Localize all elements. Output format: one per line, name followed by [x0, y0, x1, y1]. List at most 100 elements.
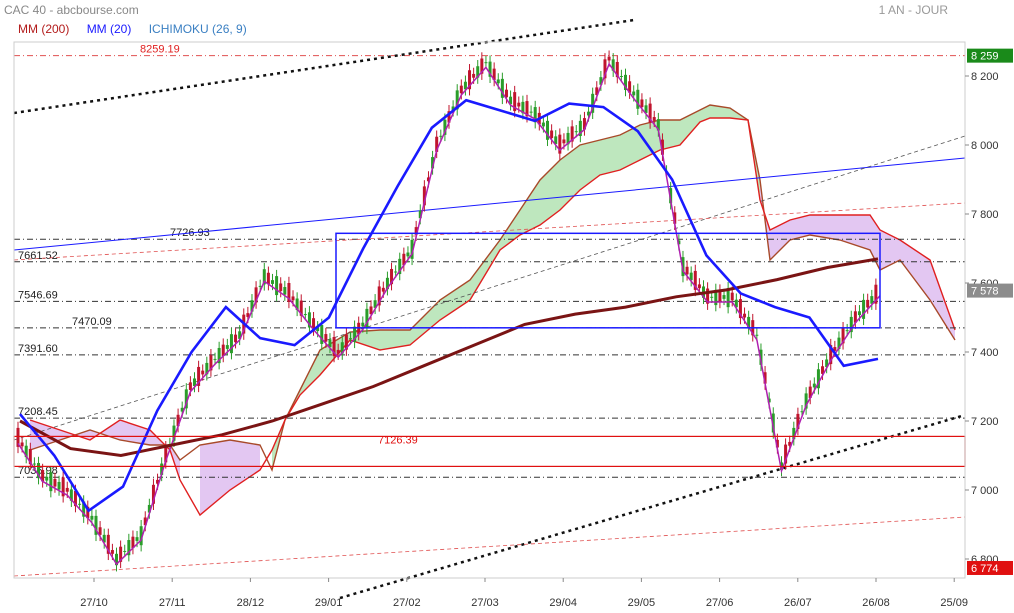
candle-body	[468, 70, 472, 90]
candle-body	[521, 101, 525, 114]
candle-body	[513, 92, 517, 112]
candle-body	[644, 105, 648, 113]
candle	[874, 278, 878, 310]
candle-body	[197, 366, 201, 386]
candle-body	[131, 536, 135, 549]
cloud-band-0	[30, 420, 180, 480]
candle-body	[862, 299, 866, 319]
candle-body	[94, 515, 98, 535]
candle-body	[287, 283, 291, 302]
candle-body	[320, 324, 324, 344]
candle-body	[205, 362, 209, 375]
candle	[624, 68, 628, 97]
candle	[841, 321, 845, 350]
candle	[837, 331, 841, 356]
candle	[49, 465, 53, 498]
candle	[611, 53, 615, 77]
candle-body	[160, 463, 164, 475]
candle	[229, 327, 233, 360]
price-badge-label-1: 7 578	[971, 286, 999, 298]
candle	[636, 83, 640, 115]
candle-body	[32, 463, 36, 465]
candle-body	[697, 284, 701, 289]
candle-body	[398, 258, 402, 275]
candle	[340, 336, 344, 360]
candle-body	[599, 77, 603, 85]
price-badge-1	[967, 283, 1013, 298]
candle-body	[808, 386, 812, 398]
candle-body	[730, 292, 734, 301]
candle	[61, 471, 65, 503]
candle	[332, 330, 336, 363]
candle	[546, 114, 550, 147]
candle-body	[234, 334, 238, 343]
candle	[455, 84, 459, 116]
candle	[131, 530, 135, 555]
cloud-band-3	[600, 105, 760, 200]
legend-ichimoku: ICHIMOKU (26, 9)	[148, 22, 247, 36]
candle-body	[845, 330, 849, 332]
candle	[488, 55, 492, 84]
candle-body	[385, 277, 389, 290]
candle	[275, 269, 279, 302]
candle-body	[422, 186, 426, 206]
candle	[480, 52, 484, 80]
candle-body	[792, 427, 796, 440]
candle-body	[804, 393, 808, 409]
candle-body	[582, 118, 586, 130]
legend-ma20: MM (20)	[86, 22, 132, 36]
candle	[570, 120, 574, 148]
horizontal-levels: 8259.197726.937661.527546.697470.097391.…	[14, 44, 965, 478]
candle-body	[689, 272, 693, 281]
level-label-6: 7208.45	[18, 406, 58, 418]
candle	[250, 294, 254, 318]
candle-body	[734, 299, 738, 308]
candle	[69, 483, 73, 508]
candle	[94, 509, 98, 542]
candle	[307, 306, 311, 334]
candle	[468, 64, 472, 96]
candle-body	[110, 550, 114, 554]
candle	[266, 266, 270, 291]
candle	[435, 130, 439, 159]
candle	[279, 277, 283, 298]
candle-body	[788, 441, 792, 446]
candle	[533, 100, 537, 129]
candle	[377, 280, 381, 312]
candle	[582, 111, 586, 136]
candle-body	[45, 476, 49, 481]
candle-body	[504, 89, 508, 98]
candle-body	[673, 212, 677, 224]
candle-body	[595, 87, 599, 95]
candle-body	[172, 425, 176, 441]
candle	[574, 124, 578, 138]
candle-body	[78, 503, 82, 505]
candle-body	[747, 316, 751, 329]
candle	[808, 380, 812, 405]
candle	[151, 478, 155, 511]
candle-body	[784, 444, 788, 464]
candle-body	[266, 272, 270, 285]
candle-body	[640, 99, 644, 108]
candle-body	[115, 553, 119, 566]
grey-trend-line	[13, 135, 966, 441]
candle	[37, 456, 41, 485]
candle	[262, 262, 266, 291]
candle	[106, 528, 110, 561]
candle-body	[738, 299, 742, 319]
candle-body	[418, 210, 422, 219]
candle-body	[837, 337, 841, 350]
y-tick-label: 7 400	[971, 347, 999, 359]
x-tick-label: 29/05	[628, 597, 656, 609]
candle-body	[435, 136, 439, 152]
candle-body	[213, 358, 217, 360]
candle-body	[480, 58, 484, 74]
candle-body	[574, 131, 578, 133]
candle-body	[406, 252, 410, 257]
candle-body	[324, 334, 328, 342]
candle-body	[57, 481, 61, 490]
candle-body	[123, 550, 127, 552]
candle	[254, 281, 258, 309]
candle-body	[41, 469, 45, 482]
candle	[205, 356, 209, 381]
